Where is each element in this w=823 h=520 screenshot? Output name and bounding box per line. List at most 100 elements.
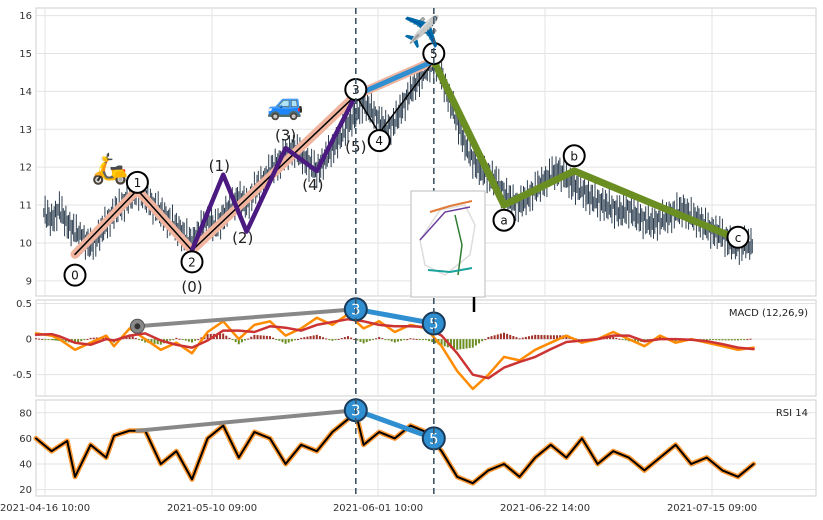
- macd-histogram-bar: [400, 339, 403, 341]
- wave-point-label: 2: [188, 255, 196, 269]
- macd-histogram-bar: [166, 339, 169, 342]
- macd-histogram-bar: [490, 336, 493, 340]
- macd-histogram-bar: [172, 339, 175, 341]
- macd-histogram-bar: [531, 335, 534, 340]
- rsi-panel-label: RSI 14: [776, 408, 808, 419]
- macd-histogram-bar: [44, 339, 47, 341]
- macd-histogram-bar: [169, 339, 172, 341]
- macd-histogram-bar: [733, 339, 736, 341]
- macd-histogram-bar: [440, 339, 443, 346]
- macd-histogram-bar: [474, 339, 477, 346]
- macd-histogram-bar: [462, 339, 465, 349]
- macd-histogram-bar: [487, 336, 490, 340]
- wave-point-label: 4: [375, 134, 383, 148]
- macd-histogram-bar: [74, 339, 76, 344]
- macd-histogram-bar: [618, 338, 621, 340]
- macd-histogram-bar: [194, 339, 197, 341]
- wave-point-circle: [180, 250, 204, 274]
- macd-histogram-bar: [247, 338, 250, 340]
- macd-histogram-bar: [86, 338, 89, 340]
- macd-histogram-bar: [265, 335, 268, 340]
- macd-histogram-bar: [309, 336, 312, 340]
- rsi-frame: [35, 399, 817, 497]
- x-tick-label: 2021-04-16 10:00: [0, 503, 90, 514]
- macd-histogram-bar: [56, 339, 59, 341]
- macd-histogram-bar: [521, 337, 524, 340]
- thumbnail-trace-green: [454, 214, 463, 276]
- macd-histogram-bar: [718, 339, 721, 341]
- macd-histogram-bar: [253, 334, 256, 340]
- macd-histogram-bar: [281, 339, 284, 343]
- chart-x-axis: 2021-04-16 10:00 2021-05-10 09:00 2021-06-…: [0, 503, 757, 514]
- macd-panel-label: MACD (12,26,9): [729, 308, 808, 319]
- macd-histogram-bar: [615, 337, 618, 340]
- macd-histogram-bar: [306, 336, 309, 340]
- macd-histogram-bar: [605, 337, 608, 340]
- thumbnail-trace-purple: [419, 206, 471, 241]
- macd-histogram-bar: [290, 339, 293, 342]
- subwave-label: (1): [209, 157, 230, 175]
- macd-histogram-bar: [141, 339, 144, 341]
- macd-histogram-bar: [325, 338, 328, 340]
- macd-histogram-bar: [552, 335, 555, 340]
- macd-histogram-bar: [456, 339, 459, 350]
- macd-histogram-bar: [334, 339, 337, 341]
- macd-ytick-label: -0.5: [12, 370, 32, 381]
- wave-point-circle: [726, 225, 750, 249]
- wave-point-label: 0: [71, 269, 79, 283]
- subwave-label: (3): [275, 127, 296, 145]
- macd-histogram-bar: [272, 337, 275, 340]
- price-overlay-wave-2: [189, 92, 359, 253]
- macd-histogram-bar: [412, 338, 415, 340]
- macd-histogram-bar: [153, 339, 156, 344]
- macd-histogram-bar: [359, 339, 362, 342]
- macd-histogram-bar: [64, 339, 67, 342]
- macd-histogram-bar: [621, 339, 624, 341]
- macd-histogram-bar: [459, 339, 462, 350]
- macd-histogram-bar: [278, 339, 281, 341]
- macd-histogram-bar: [131, 336, 134, 340]
- macd-ytick-label: 0.5: [16, 299, 32, 310]
- macd-histogram-bar: [95, 337, 98, 340]
- wave-point-label: b: [570, 149, 578, 163]
- macd-histogram-bar: [200, 337, 203, 340]
- macd-histogram-bar: [449, 339, 452, 349]
- macd-histogram-bar: [55, 339, 58, 341]
- macd-histogram-bar: [331, 339, 334, 341]
- macd-histogram-bar: [41, 338, 44, 340]
- macd-histogram-bar: [724, 339, 727, 341]
- macd-histogram-bar: [378, 336, 381, 340]
- macd-histogram-bar: [178, 338, 181, 340]
- macd-histogram-bar: [175, 337, 178, 340]
- macd-histogram-bar: [396, 339, 399, 342]
- macd-histogram-bar: [187, 339, 190, 342]
- macd-histogram-bar: [144, 339, 147, 343]
- wave-point-2: 2: [180, 250, 204, 274]
- macd-histogram-bar: [206, 333, 209, 340]
- macd-histogram-bar: [240, 339, 243, 343]
- macd-histogram-bar: [484, 339, 487, 341]
- macd-histogram-bar: [624, 339, 627, 341]
- macd-histogram-bar: [702, 339, 705, 341]
- wave-point-circle: [492, 208, 516, 232]
- macd-histogram-bar: [730, 339, 733, 341]
- macd-histogram-bar: [80, 339, 83, 342]
- macd-histogram-bar: [197, 339, 200, 341]
- macd-histogram-bar: [493, 335, 496, 340]
- thumbnail-trace-orange: [429, 200, 473, 213]
- macd-histogram-bar: [509, 334, 512, 340]
- macd-histogram-bar: [387, 339, 390, 341]
- x-tick-label: 2021-07-15 09:00: [667, 503, 757, 514]
- macd-histogram-bar: [312, 335, 315, 340]
- macd-histogram-bar: [300, 337, 303, 340]
- x-tick-label: 2021-05-10 09:00: [167, 503, 257, 514]
- macd-histogram-bar: [262, 335, 265, 340]
- macd-histogram-bar: [737, 339, 739, 341]
- rsi-ytick-label: 20: [19, 485, 32, 496]
- price-ytick-label: 10: [19, 238, 32, 249]
- macd-histogram-bar: [390, 339, 393, 342]
- macd-histogram-bar: [315, 334, 318, 340]
- macd-histogram-bar: [443, 339, 446, 347]
- macd-overlay-line-1: [353, 306, 437, 326]
- macd-histogram-bar: [537, 334, 540, 340]
